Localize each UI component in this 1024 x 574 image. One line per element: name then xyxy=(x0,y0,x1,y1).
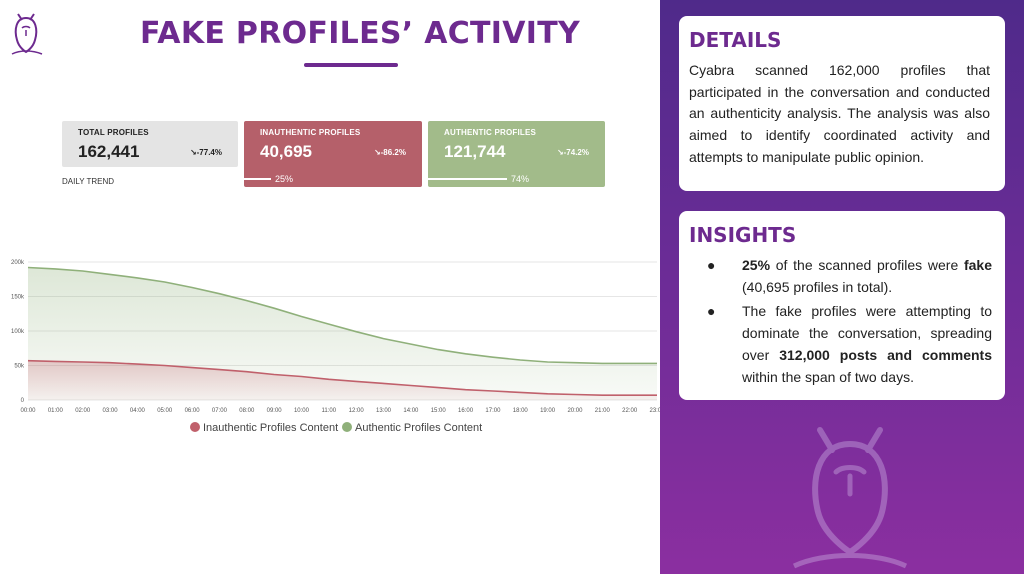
kpi-inauthentic-value: 40,695 xyxy=(260,142,312,161)
kpi-total-label: TOTAL PROFILES xyxy=(78,128,149,137)
x-tick-label: 06:00 xyxy=(185,408,201,414)
slide-left-panel: FAKE PROFILES’ ACTIVITY TOTAL PROFILES 1… xyxy=(10,13,660,434)
insights-card: INSIGHTS ● 25% of the scanned profiles we… xyxy=(679,211,1005,400)
x-tick-label: 21:00 xyxy=(595,408,611,414)
insights-list: ● 25% of the scanned profiles were fake (… xyxy=(689,255,992,391)
series-line-0 xyxy=(27,359,657,396)
x-tick-label: 15:00 xyxy=(431,408,447,414)
kpi-inauthentic-percent: 25% xyxy=(275,174,294,184)
x-tick-label: 14:00 xyxy=(403,408,419,414)
x-tick-label: 20:00 xyxy=(567,408,583,414)
kpi-authentic-value: 121,744 xyxy=(444,142,506,161)
kpi-total-value: 162,441 xyxy=(78,142,140,161)
kpi-inauthentic-label: INAUTHENTIC PROFILES xyxy=(260,128,361,137)
x-tick-label: 01:00 xyxy=(48,408,64,414)
x-tick-label: 07:00 xyxy=(212,408,228,414)
x-tick-label: 18:00 xyxy=(513,408,529,414)
kpi-inauthentic-profiles: INAUTHENTIC PROFILES 40,695 ↘-86.2% 25% xyxy=(244,121,422,187)
bullet-icon: ● xyxy=(707,257,716,273)
insight-text: (40,695 profiles in total). xyxy=(742,278,893,295)
insight-highlight: fake xyxy=(963,257,992,273)
x-tick-label: 08:00 xyxy=(239,408,255,414)
insight-text: of the scanned profiles were xyxy=(770,257,964,273)
x-tick-label: 04:00 xyxy=(130,408,146,414)
insight-text: The fake profiles were attempting to dom… xyxy=(742,303,992,363)
page-title: FAKE PROFILES’ ACTIVITY xyxy=(139,16,581,51)
x-tick-label: 00:00 xyxy=(20,408,36,414)
details-title: DETAILS xyxy=(689,28,782,52)
kpi-authentic-label: AUTHENTIC PROFILES xyxy=(444,128,537,137)
kpi-inauthentic-percent-bar xyxy=(244,178,271,180)
x-tick-label: 11:00 xyxy=(322,408,337,414)
content-area-chart: 0 50k 100k 150k 200k 00:00 01:00 02:00 03:00 04:0… xyxy=(11,260,660,434)
x-tick-label: 09:00 xyxy=(267,408,283,414)
x-tick-label: 17:00 xyxy=(485,408,501,414)
x-tick-label: 05:00 xyxy=(157,408,173,414)
x-tick-label: 02:00 xyxy=(75,408,91,414)
x-tick-label: 16:00 xyxy=(458,408,474,414)
legend-swatch xyxy=(190,422,200,432)
x-tick-label: 22:00 xyxy=(622,408,638,414)
insight-highlight: 25% xyxy=(742,257,771,273)
kpi-inauthentic-change: ↘-86.2% xyxy=(373,148,406,157)
x-tick-label: 23:00 xyxy=(649,408,660,414)
insights-title: INSIGHTS xyxy=(689,223,797,247)
kpi-authentic-profiles: AUTHENTIC PROFILES 121,744 ↘-74.2% 74% xyxy=(428,121,605,187)
y-tick-label: 0 xyxy=(21,398,25,404)
y-tick-label: 150k xyxy=(11,295,25,301)
x-tick-label: 12:00 xyxy=(349,408,365,414)
kpi-authentic-change: ↘-74.2% xyxy=(556,148,589,157)
legend-label: Authentic Profiles Content xyxy=(355,422,482,434)
kpi-total-change: ↘-77.4% xyxy=(189,148,222,157)
insight-item: ● 25% of the scanned profiles were fake (… xyxy=(689,255,992,298)
insight-item: ● The fake profiles were attempting to do… xyxy=(689,301,992,388)
series-line-1 xyxy=(27,266,657,365)
details-card: DETAILS Cyabra scanned 162,000 profiles … xyxy=(679,16,1005,191)
x-tick-label: 10:00 xyxy=(294,408,310,414)
legend-swatch xyxy=(342,422,352,432)
daily-trend-label: DAILY TREND xyxy=(62,177,115,186)
legend-label: Inauthentic Profiles Content xyxy=(203,422,338,434)
owl-watermark-icon xyxy=(792,427,908,569)
x-tick-label: 03:00 xyxy=(103,408,119,414)
x-tick-label: 19:00 xyxy=(540,408,556,414)
y-tick-label: 200k xyxy=(11,260,25,266)
y-tick-label: 50k xyxy=(14,364,25,370)
kpi-total-profiles: TOTAL PROFILES 162,441 ↘-77.4% xyxy=(62,121,238,167)
title-underline xyxy=(304,63,398,67)
insight-highlight: 312,000 posts and comments xyxy=(779,346,992,363)
kpi-authentic-percent-bar xyxy=(428,178,507,180)
bullet-icon: ● xyxy=(707,303,716,320)
y-tick-label: 100k xyxy=(11,329,25,335)
details-body: Cyabra scanned 162,000 profiles that par… xyxy=(689,62,990,165)
kpi-authentic-percent: 74% xyxy=(511,174,530,184)
x-tick-label: 13:00 xyxy=(376,408,392,414)
owl-logo-icon xyxy=(11,13,43,55)
insight-text: within the span of two days. xyxy=(742,368,914,385)
